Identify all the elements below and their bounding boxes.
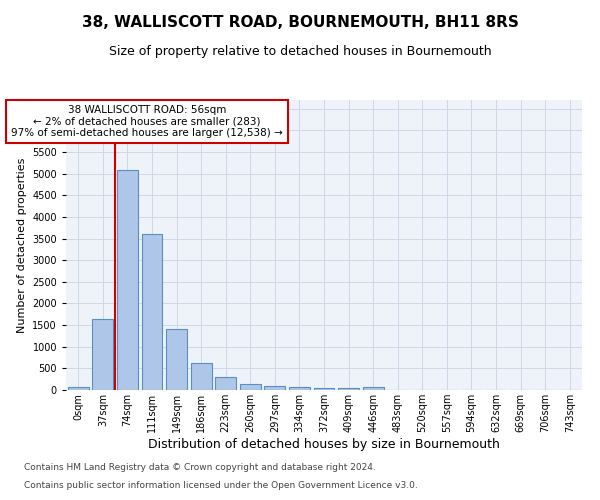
Text: Contains HM Land Registry data © Crown copyright and database right 2024.: Contains HM Land Registry data © Crown c… xyxy=(24,464,376,472)
Text: 38, WALLISCOTT ROAD, BOURNEMOUTH, BH11 8RS: 38, WALLISCOTT ROAD, BOURNEMOUTH, BH11 8… xyxy=(82,15,518,30)
Bar xyxy=(240,384,261,390)
Text: 38 WALLISCOTT ROAD: 56sqm
← 2% of detached houses are smaller (283)
97% of semi-: 38 WALLISCOTT ROAD: 56sqm ← 2% of detach… xyxy=(11,105,283,138)
Bar xyxy=(362,387,383,390)
Bar xyxy=(338,388,359,390)
Bar xyxy=(289,387,310,390)
Bar xyxy=(117,170,138,390)
X-axis label: Distribution of detached houses by size in Bournemouth: Distribution of detached houses by size … xyxy=(148,438,500,451)
Bar xyxy=(191,363,212,390)
Bar xyxy=(92,318,113,390)
Bar xyxy=(166,328,187,390)
Text: Size of property relative to detached houses in Bournemouth: Size of property relative to detached ho… xyxy=(109,45,491,58)
Text: Contains public sector information licensed under the Open Government Licence v3: Contains public sector information licen… xyxy=(24,481,418,490)
Bar xyxy=(314,388,334,390)
Bar xyxy=(265,386,286,390)
Bar xyxy=(68,387,89,390)
Bar xyxy=(215,378,236,390)
Bar xyxy=(142,234,163,390)
Y-axis label: Number of detached properties: Number of detached properties xyxy=(17,158,26,332)
